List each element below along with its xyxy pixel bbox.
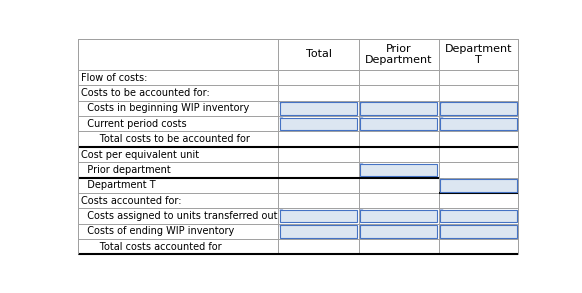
Polygon shape xyxy=(280,102,283,104)
Polygon shape xyxy=(360,225,364,227)
Bar xyxy=(280,225,357,238)
Text: Costs in beginning WIP inventory: Costs in beginning WIP inventory xyxy=(81,103,249,113)
Bar xyxy=(440,209,517,222)
Bar xyxy=(360,209,437,222)
Polygon shape xyxy=(280,117,283,119)
Polygon shape xyxy=(360,209,364,211)
Polygon shape xyxy=(360,102,364,104)
Text: Costs accounted for:: Costs accounted for: xyxy=(81,195,182,205)
Text: Total costs to be accounted for: Total costs to be accounted for xyxy=(81,134,250,144)
Text: Current period costs: Current period costs xyxy=(81,119,186,129)
Text: Flow of costs:: Flow of costs: xyxy=(81,73,147,83)
Text: Costs assigned to units transferred out: Costs assigned to units transferred out xyxy=(81,211,278,221)
Bar xyxy=(280,102,357,115)
Text: Prior department: Prior department xyxy=(81,165,171,175)
Text: Department T: Department T xyxy=(81,180,155,190)
Polygon shape xyxy=(360,163,364,165)
Polygon shape xyxy=(280,209,283,211)
Bar xyxy=(360,225,437,238)
Text: Total: Total xyxy=(306,49,332,59)
Bar xyxy=(440,102,517,115)
Polygon shape xyxy=(440,225,443,227)
Polygon shape xyxy=(440,209,443,211)
Bar xyxy=(280,209,357,222)
Text: Total costs accounted for: Total costs accounted for xyxy=(81,241,222,252)
Bar xyxy=(360,163,437,176)
Text: Cost per equivalent unit: Cost per equivalent unit xyxy=(81,149,199,159)
Bar xyxy=(360,102,437,115)
Text: Department
T: Department T xyxy=(445,44,512,65)
Bar xyxy=(280,117,357,130)
Polygon shape xyxy=(440,179,443,181)
Bar xyxy=(440,179,517,192)
Polygon shape xyxy=(360,117,364,119)
Bar xyxy=(360,117,437,130)
Bar xyxy=(440,117,517,130)
Polygon shape xyxy=(280,225,283,227)
Text: Costs to be accounted for:: Costs to be accounted for: xyxy=(81,88,210,98)
Text: Prior
Department: Prior Department xyxy=(365,44,432,65)
Polygon shape xyxy=(440,117,443,119)
Text: Costs of ending WIP inventory: Costs of ending WIP inventory xyxy=(81,226,234,236)
Bar xyxy=(440,225,517,238)
Polygon shape xyxy=(440,102,443,104)
